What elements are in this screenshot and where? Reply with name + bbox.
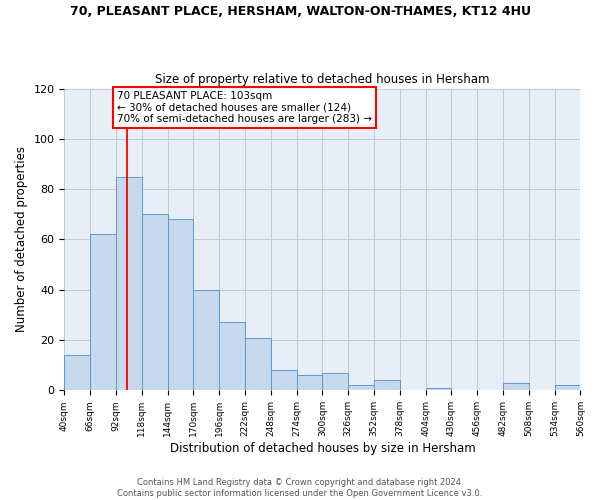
Bar	[90, 234, 116, 390]
Bar	[348, 386, 374, 390]
Bar	[167, 220, 193, 390]
X-axis label: Distribution of detached houses by size in Hersham: Distribution of detached houses by size …	[170, 442, 475, 455]
Bar	[503, 383, 529, 390]
Bar	[554, 386, 580, 390]
Bar	[296, 376, 322, 390]
Bar	[245, 338, 271, 390]
Bar	[219, 322, 245, 390]
Bar	[193, 290, 219, 390]
Y-axis label: Number of detached properties: Number of detached properties	[15, 146, 28, 332]
Text: 70, PLEASANT PLACE, HERSHAM, WALTON-ON-THAMES, KT12 4HU: 70, PLEASANT PLACE, HERSHAM, WALTON-ON-T…	[70, 5, 530, 18]
Bar	[322, 372, 348, 390]
Bar	[425, 388, 451, 390]
Bar	[116, 176, 142, 390]
Bar	[271, 370, 296, 390]
Text: 70 PLEASANT PLACE: 103sqm
← 30% of detached houses are smaller (124)
70% of semi: 70 PLEASANT PLACE: 103sqm ← 30% of detac…	[117, 91, 372, 124]
Title: Size of property relative to detached houses in Hersham: Size of property relative to detached ho…	[155, 73, 490, 86]
Text: Contains HM Land Registry data © Crown copyright and database right 2024.
Contai: Contains HM Land Registry data © Crown c…	[118, 478, 482, 498]
Bar	[142, 214, 167, 390]
Bar	[64, 355, 90, 390]
Bar	[374, 380, 400, 390]
